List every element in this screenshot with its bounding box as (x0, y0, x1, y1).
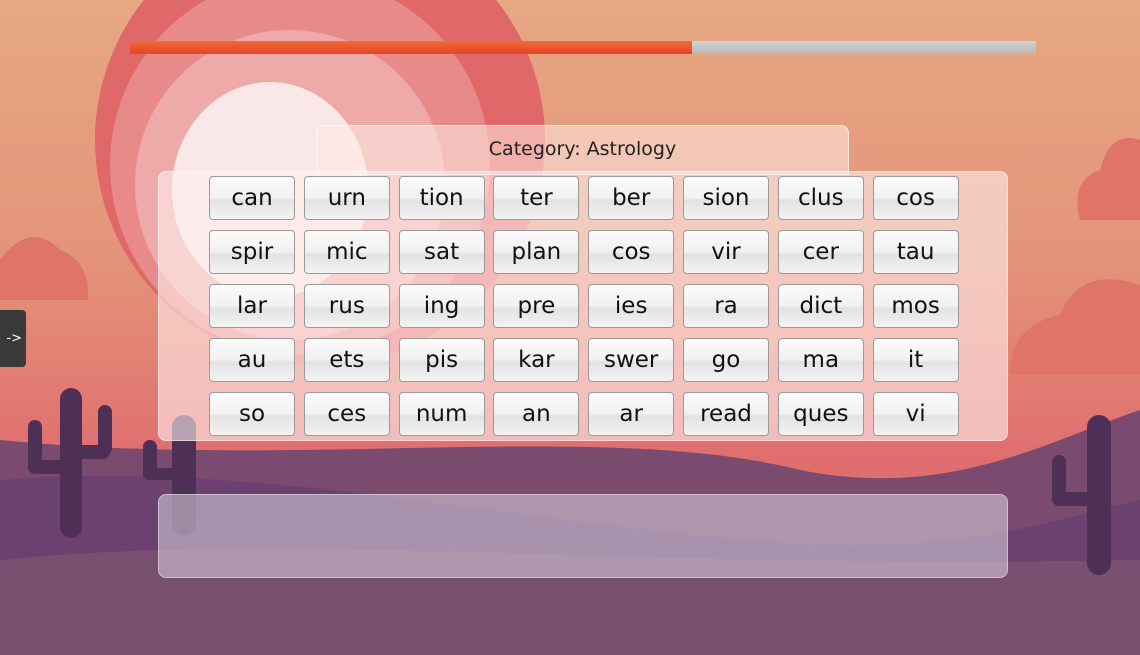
word-tile[interactable]: lar (209, 284, 295, 328)
word-tile[interactable]: ets (303, 338, 390, 382)
word-tile[interactable]: ra (683, 284, 769, 328)
word-tile[interactable]: plan (493, 230, 580, 274)
word-tile[interactable]: mic (303, 230, 390, 274)
word-tile[interactable]: tau (872, 230, 959, 274)
word-tile[interactable]: dict (777, 284, 864, 328)
word-tile[interactable]: vi (872, 392, 959, 436)
word-tile[interactable]: ma (777, 338, 864, 382)
word-tile[interactable]: sat (398, 230, 485, 274)
word-tile[interactable]: au (209, 338, 295, 382)
arrow-right-icon: -> (6, 331, 22, 346)
word-tile[interactable]: cer (777, 230, 864, 274)
word-tile[interactable]: ces (303, 392, 390, 436)
word-tile[interactable]: sion (683, 176, 769, 220)
word-tile[interactable]: kar (493, 338, 580, 382)
word-tile[interactable]: vir (683, 230, 769, 274)
tile-grid: can urn tion ter ber sion clus cos spir mic sat pla… (158, 171, 1008, 441)
word-tile[interactable]: ter (493, 176, 580, 220)
word-tile[interactable]: clus (777, 176, 864, 220)
word-tile[interactable]: ies (588, 284, 675, 328)
category-label: Category: Astrology (316, 125, 849, 175)
answer-area[interactable] (158, 494, 1008, 578)
word-tile[interactable]: rus (303, 284, 390, 328)
word-tile[interactable]: cos (588, 230, 675, 274)
cloud (1010, 279, 1140, 375)
cloud (1077, 138, 1140, 220)
word-tile[interactable]: go (683, 338, 769, 382)
word-tile[interactable]: read (683, 392, 769, 436)
word-tile[interactable]: ques (777, 392, 864, 436)
word-tile[interactable]: pis (398, 338, 485, 382)
word-tile[interactable]: num (398, 392, 485, 436)
progress-fill (130, 41, 692, 54)
word-tile[interactable]: ar (588, 392, 675, 436)
word-tile[interactable]: pre (493, 284, 580, 328)
cactus (28, 388, 1111, 575)
word-tile[interactable]: can (209, 176, 295, 220)
word-tile[interactable]: it (872, 338, 959, 382)
word-tile[interactable]: so (209, 392, 295, 436)
word-tile[interactable]: ing (398, 284, 485, 328)
word-tile[interactable]: ber (588, 176, 675, 220)
word-tile[interactable]: tion (398, 176, 485, 220)
progress-bar (130, 41, 1036, 54)
word-tile[interactable]: cos (872, 176, 959, 220)
word-tile[interactable]: swer (588, 338, 675, 382)
word-tile[interactable]: an (493, 392, 580, 436)
side-panel-toggle[interactable]: -> (0, 310, 26, 367)
cloud (0, 237, 89, 300)
word-tile[interactable]: mos (872, 284, 959, 328)
word-tile[interactable]: urn (303, 176, 390, 220)
word-tile[interactable]: spir (209, 230, 295, 274)
